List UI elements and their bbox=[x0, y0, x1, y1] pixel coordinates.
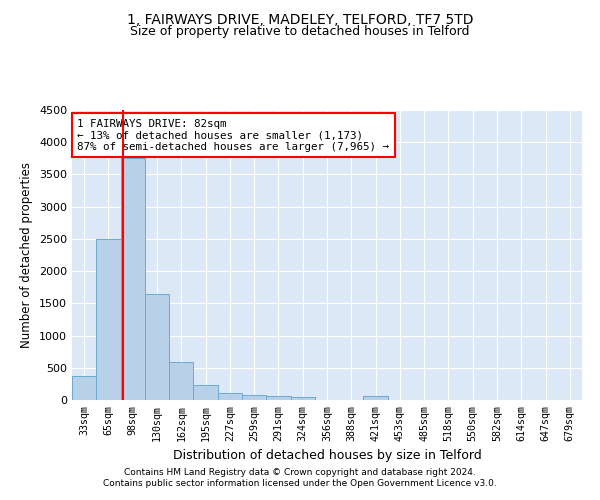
Text: Contains HM Land Registry data © Crown copyright and database right 2024.
Contai: Contains HM Land Registry data © Crown c… bbox=[103, 468, 497, 487]
Bar bbox=[193, 385, 218, 400]
Text: 1 FAIRWAYS DRIVE: 82sqm
← 13% of detached houses are smaller (1,173)
87% of semi: 1 FAIRWAYS DRIVE: 82sqm ← 13% of detache… bbox=[77, 118, 389, 152]
Bar bbox=[169, 362, 193, 400]
Bar bbox=[364, 396, 388, 400]
Bar bbox=[290, 398, 315, 400]
Text: 1, FAIRWAYS DRIVE, MADELEY, TELFORD, TF7 5TD: 1, FAIRWAYS DRIVE, MADELEY, TELFORD, TF7… bbox=[127, 12, 473, 26]
Bar bbox=[266, 396, 290, 400]
Bar bbox=[96, 239, 121, 400]
Bar bbox=[121, 158, 145, 400]
Y-axis label: Number of detached properties: Number of detached properties bbox=[20, 162, 34, 348]
Bar bbox=[145, 294, 169, 400]
Bar bbox=[242, 396, 266, 400]
Bar bbox=[218, 393, 242, 400]
Text: Size of property relative to detached houses in Telford: Size of property relative to detached ho… bbox=[130, 25, 470, 38]
Bar bbox=[72, 376, 96, 400]
X-axis label: Distribution of detached houses by size in Telford: Distribution of detached houses by size … bbox=[173, 449, 481, 462]
